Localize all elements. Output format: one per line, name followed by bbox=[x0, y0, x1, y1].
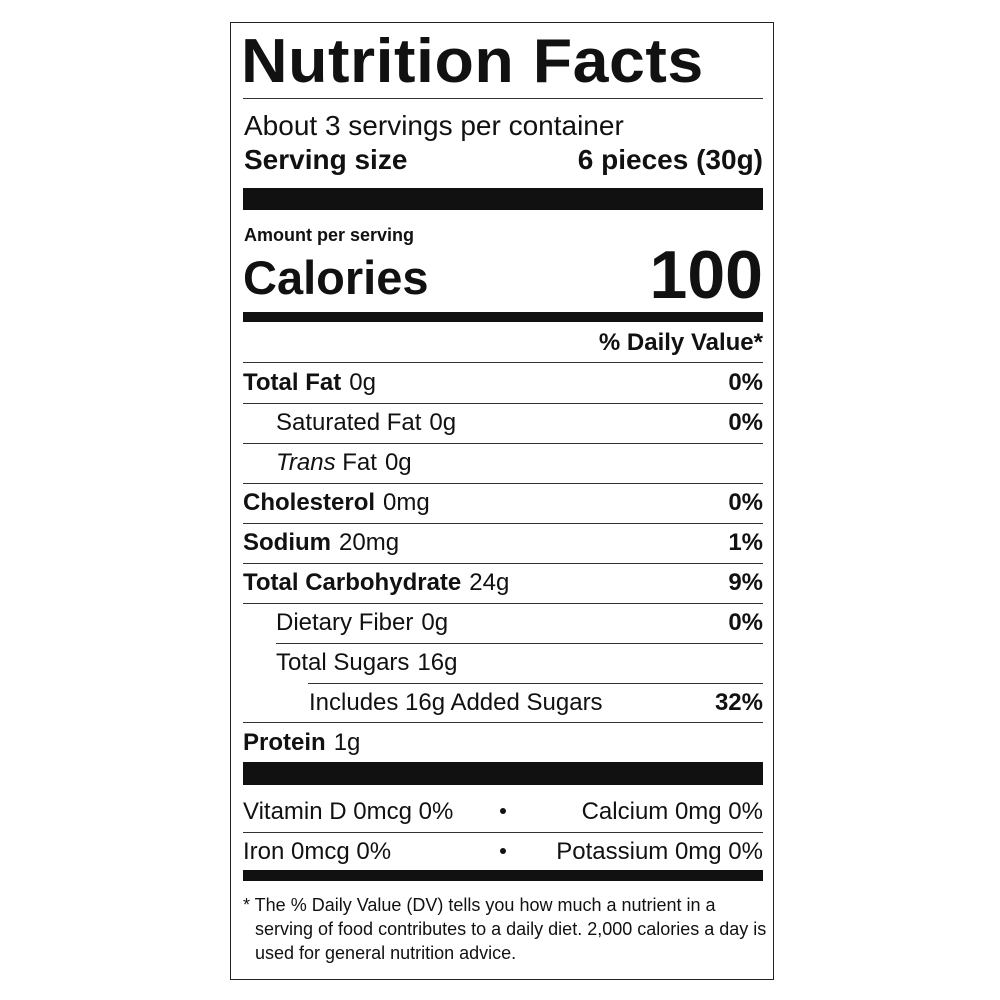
bullet bbox=[500, 848, 506, 854]
nutrient-row: Total Carbohydrate 24g 9% bbox=[243, 563, 763, 603]
nutrient-amount: 20mg bbox=[339, 529, 400, 556]
label-border bbox=[230, 22, 774, 980]
nutrient-row: Trans Fat 0g bbox=[276, 443, 763, 483]
nutrient-amount: 0g bbox=[384, 449, 412, 476]
nutrient-amount: 0g bbox=[429, 409, 457, 436]
nutrient-name: Total Sugars bbox=[276, 649, 410, 676]
medium-bar bbox=[243, 870, 763, 881]
micronutrient: Calcium 0mg 0% bbox=[581, 798, 763, 825]
nutrient-name: Sodium bbox=[243, 529, 331, 556]
nutrient-dv: 9% bbox=[728, 569, 763, 596]
divider bbox=[243, 403, 763, 404]
footnote: * The % Daily Value (DV) tells you how m… bbox=[243, 895, 767, 963]
serving-size-label: Serving size bbox=[244, 144, 408, 175]
nutrient-amount: 1g bbox=[333, 729, 361, 756]
nutrient-row: Sodium 20mg 1% bbox=[243, 523, 763, 563]
nutrient-name: Dietary Fiber bbox=[276, 609, 414, 636]
nutrient-row: Total Fat 0g 0% bbox=[243, 363, 763, 403]
nutrient-name: Fat bbox=[342, 449, 377, 476]
thick-bar bbox=[243, 762, 763, 785]
daily-value-header: % Daily Value* bbox=[598, 329, 763, 356]
bullet bbox=[500, 808, 506, 814]
nutrient-row: Cholesterol 0mg 0% bbox=[243, 483, 763, 523]
divider bbox=[243, 603, 763, 604]
servings: About 3 servings per container bbox=[244, 110, 624, 141]
calories-label: Calories bbox=[243, 251, 429, 304]
micronutrient: Vitamin D 0mcg 0% bbox=[243, 798, 454, 825]
divider bbox=[243, 443, 763, 444]
divider bbox=[243, 722, 763, 723]
nutrient-name: Cholesterol bbox=[243, 489, 376, 516]
nutrient-name: Includes 16g Added Sugars bbox=[309, 689, 603, 716]
divider bbox=[243, 362, 763, 363]
medium-bar bbox=[243, 312, 763, 322]
nutrient-row: Dietary Fiber 0g 0% bbox=[276, 603, 763, 643]
amount-per-serving: Amount per serving bbox=[244, 225, 415, 245]
nutrient-amount: 16g bbox=[417, 649, 458, 676]
divider bbox=[243, 523, 763, 524]
nutrient-dv: 0% bbox=[728, 369, 763, 396]
divider bbox=[243, 832, 763, 833]
micronutrient: Potassium 0mg 0% bbox=[556, 838, 763, 865]
nutrient-row: Saturated Fat 0g 0% bbox=[276, 403, 763, 443]
nutrient-name: Protein bbox=[243, 729, 326, 756]
nutrient-row: Protein 1g bbox=[243, 723, 763, 763]
nutrient-name: Total Fat bbox=[243, 369, 342, 396]
nutrient-dv: 0% bbox=[728, 409, 763, 436]
divider bbox=[243, 483, 763, 484]
nutrient-row: Includes 16g Added Sugars 32% bbox=[309, 683, 763, 723]
nutrient-dv: 32% bbox=[714, 689, 763, 716]
nutrient-row: Total Sugars 16g bbox=[276, 643, 763, 683]
nutrient-name-italic: Trans bbox=[276, 449, 336, 476]
micronutrient: Iron 0mcg 0% bbox=[243, 838, 392, 865]
title: Nutrition Facts bbox=[241, 27, 704, 96]
nutrient-dv: 0% bbox=[728, 489, 763, 516]
nutrient-amount: 24g bbox=[469, 569, 510, 596]
nutrient-name: Saturated Fat bbox=[276, 409, 422, 436]
divider bbox=[243, 563, 763, 564]
nutrient-amount: 0g bbox=[421, 609, 449, 636]
divider bbox=[308, 683, 763, 684]
nutrient-dv: 0% bbox=[728, 609, 763, 636]
nutrient-name: Total Carbohydrate bbox=[243, 569, 462, 596]
divider bbox=[276, 643, 763, 644]
nutrient-amount: 0mg bbox=[383, 489, 430, 516]
serving-size-value: 6 pieces (30g) bbox=[577, 144, 763, 175]
calories-value: 100 bbox=[649, 237, 763, 313]
nutrient-amount: 0g bbox=[349, 369, 376, 396]
nutrient-dv: 1% bbox=[728, 529, 763, 556]
thick-bar bbox=[243, 188, 763, 210]
divider bbox=[243, 98, 763, 99]
